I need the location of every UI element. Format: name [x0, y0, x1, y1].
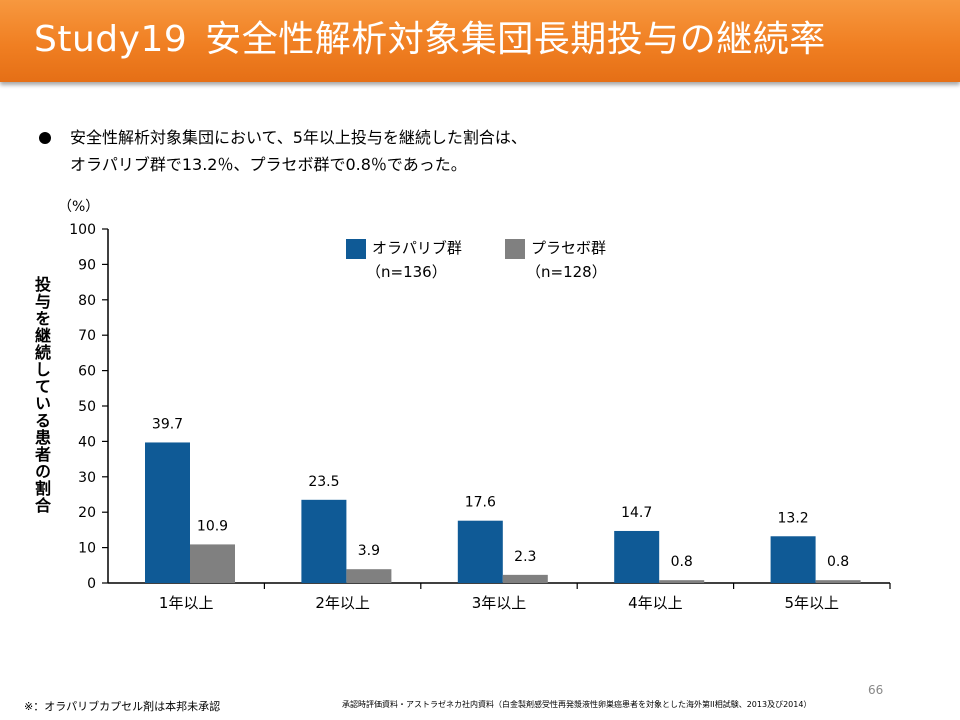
legend-sub-olaparib: （n=136）	[366, 263, 447, 281]
legend-label-olaparib: オラパリブ群	[372, 239, 462, 257]
bar-placebo	[502, 574, 548, 583]
x-tick-label: 3年以上	[472, 594, 527, 612]
y-tick-label: 0	[87, 576, 96, 592]
bar-olaparib	[301, 499, 347, 583]
bar-placebo	[659, 580, 705, 583]
bar-olaparib	[457, 520, 503, 583]
legend-sub-placebo: （n=128）	[526, 263, 607, 281]
data-label-olaparib: 17.6	[465, 495, 496, 511]
legend-swatch-placebo	[505, 239, 525, 259]
y-axis-label: 投与を継続している患者の割合	[32, 276, 51, 514]
bar-olaparib	[614, 530, 660, 583]
data-label-olaparib: 14.7	[621, 505, 652, 521]
y-tick-label: 100	[69, 222, 96, 238]
x-tick-label: 2年以上	[315, 594, 370, 612]
data-label-olaparib: 13.2	[778, 510, 809, 526]
bar-olaparib	[770, 536, 816, 583]
x-tick-label: 5年以上	[785, 594, 840, 612]
bullet-text: 安全性解析対象集団において、5年以上投与を継続した割合は、 オラパリブ群で13.…	[70, 124, 527, 178]
data-label-olaparib: 39.7	[152, 416, 183, 432]
legend-swatch-olaparib	[346, 239, 366, 259]
data-label-placebo: 3.9	[358, 543, 380, 559]
title-main: 安全性解析対象集団長期投与の継続率	[205, 19, 826, 60]
y-tick-label: 80	[78, 293, 96, 309]
page-number: 66	[868, 683, 884, 697]
bullet-dot-icon	[39, 132, 51, 144]
bar-olaparib	[145, 442, 190, 583]
study-id: Study19	[34, 19, 188, 60]
y-tick-label: 40	[78, 434, 96, 450]
y-axis-unit: （%）	[58, 199, 100, 215]
bar-placebo	[346, 569, 392, 583]
y-tick-label: 30	[78, 470, 96, 486]
data-label-olaparib: 23.5	[308, 474, 339, 490]
bar-placebo	[190, 544, 235, 583]
y-tick-label: 70	[78, 328, 96, 344]
footnote-left: ※：オラパリブカプセル剤は本邦未承認	[24, 700, 221, 713]
y-tick-label: 90	[78, 257, 96, 273]
data-label-placebo: 0.8	[671, 554, 693, 570]
data-label-placebo: 0.8	[827, 554, 849, 570]
title-bar: Study19 安全性解析対象集団長期投与の継続率	[0, 0, 960, 82]
legend-label-placebo: プラセボ群	[531, 239, 607, 257]
bar-chart: 0 10 20 30 40 50 60 70 80 90 100 39.7 10.9 1年以上 23.5 3.…	[69, 222, 891, 612]
data-label-placebo: 10.9	[197, 518, 228, 534]
y-tick-label: 20	[78, 505, 96, 521]
x-tick-label: 4年以上	[628, 594, 683, 612]
slide-title: Study19 安全性解析対象集団長期投与の継続率	[34, 14, 826, 66]
bullet-line-1: 安全性解析対象集団において、5年以上投与を継続した割合は、	[70, 128, 527, 147]
y-tick-label: 50	[78, 399, 96, 415]
y-tick-label: 60	[78, 364, 96, 380]
bullet-line-2: オラパリブ群で13.2％、プラセボ群で0.8％であった。	[70, 155, 467, 174]
footnote-right: 承認時評価資料・アストラゼネカ社内資料（白金製剤感受性再発漿液性卵巣癌患者を対象…	[342, 700, 812, 709]
x-tick-label: 1年以上	[159, 594, 214, 612]
data-label-placebo: 2.3	[514, 549, 536, 565]
bar-placebo	[815, 580, 861, 583]
y-tick-label: 10	[78, 541, 96, 557]
